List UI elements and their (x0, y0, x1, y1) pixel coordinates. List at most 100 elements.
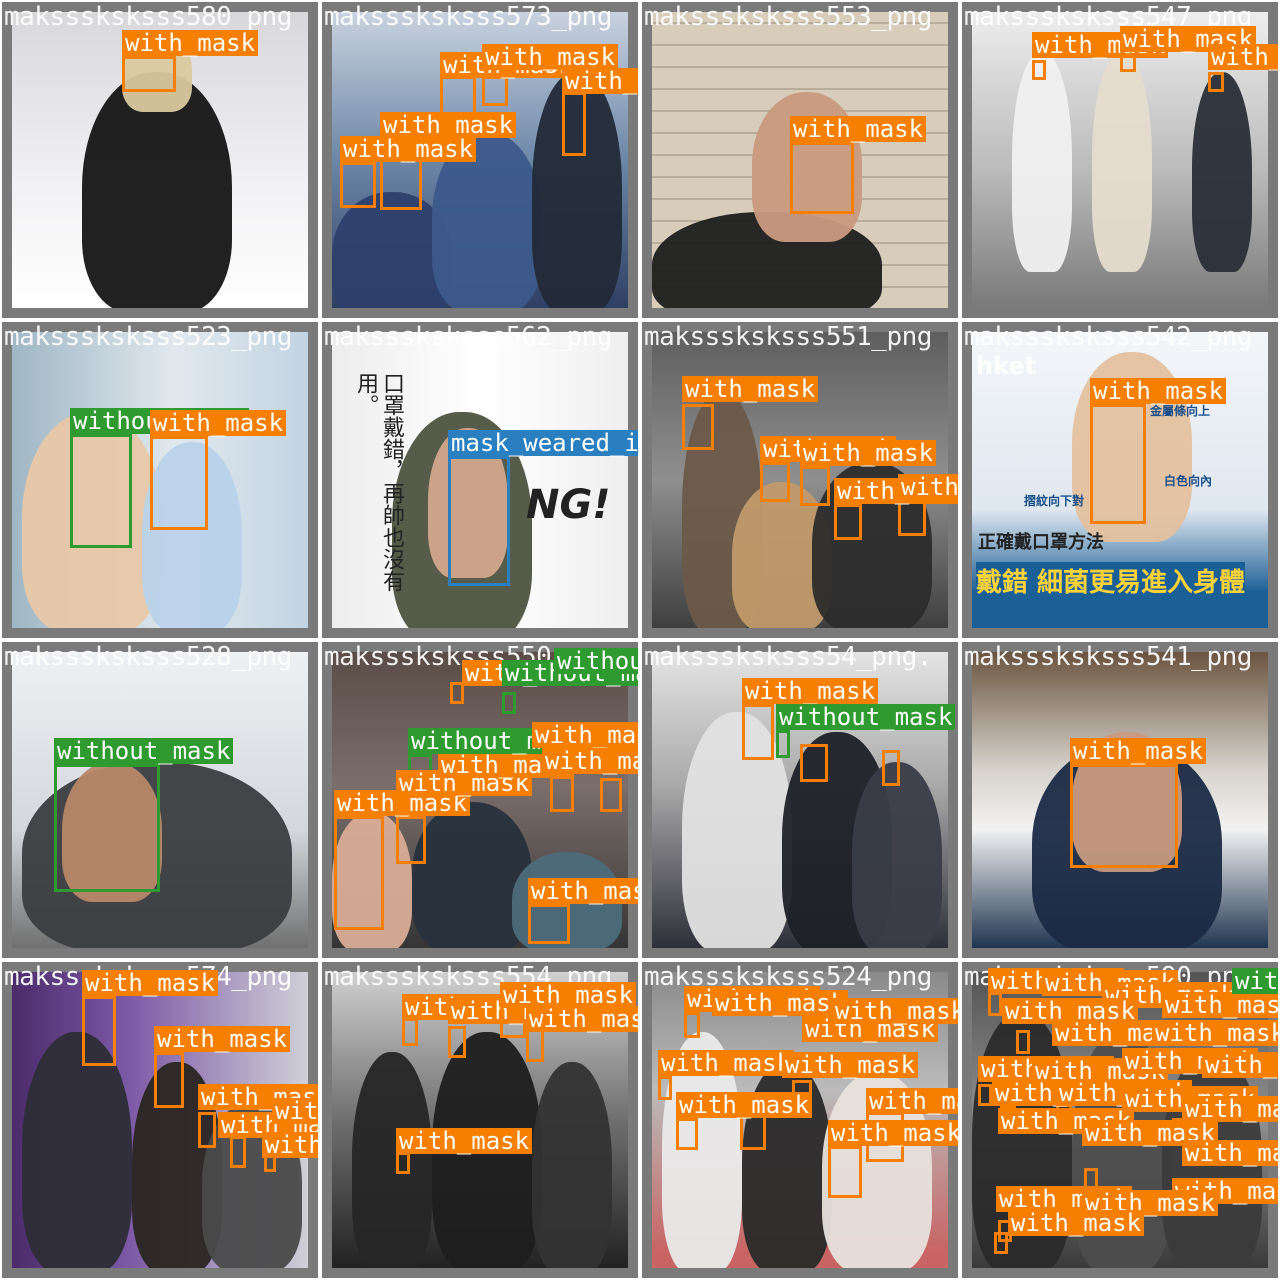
detection-label: without_mask (554, 648, 638, 674)
detection-label: with_mask (1002, 998, 1139, 1024)
detection-box-with-mask (1070, 764, 1178, 868)
tile-filename: maksssksksss54_png. (644, 642, 932, 672)
detection-label: with_mask (150, 410, 287, 436)
tile-filename: maksssksksss541_png (964, 642, 1252, 672)
tile-photo (332, 972, 628, 1268)
overlay-text: 摺紋向下對 (1024, 494, 1085, 508)
tile-photo (652, 972, 948, 1268)
detection-label: mask_weared_incorrect (448, 430, 638, 456)
overlay-text: 正確戴口罩方法 (978, 532, 1104, 553)
detection-label: with_mask (1152, 1020, 1278, 1046)
image-tile: with_maskwith_maskwith_maskwith_maskwith… (960, 960, 1280, 1280)
overlay-text: hket (976, 352, 1037, 380)
detection-box-with-mask (834, 504, 862, 540)
tile-photo (652, 12, 948, 308)
person-silhouette (62, 762, 162, 902)
detection-box-with-mask (198, 1112, 216, 1148)
detection-label: with_mask (1162, 992, 1278, 1018)
person-silhouette (142, 442, 242, 628)
detection-label: with_mask (828, 1120, 958, 1146)
detection-label: with_mask (562, 68, 638, 94)
detection-box-with-mask (122, 56, 176, 92)
detection-box-with-mask (742, 704, 774, 760)
detection-label: with_mask (800, 440, 937, 466)
detection-box-with-mask (154, 1052, 184, 1108)
detection-box-with-mask (882, 750, 900, 786)
detection-box-with-mask (978, 1084, 992, 1106)
detection-box-with-mask (396, 816, 426, 864)
detection-box-mask-weared-incorrect (448, 456, 510, 586)
image-tile: with_maskwith_maskwith_maskwith_maskwith… (320, 0, 640, 320)
image-tile: hket 正確戴口罩方法 戴錯 細菌更易進入身體 金屬條向上 白色向內 摺紋向下對 with… (960, 320, 1280, 640)
image-tile: with_mask maksssksksss553_png (640, 0, 960, 320)
person-silhouette (532, 1062, 612, 1268)
detection-label: with_mask (542, 748, 638, 774)
tile-filename: maksssksksss573_png (324, 2, 612, 32)
detection-label: with_mask (532, 722, 638, 748)
detection-box-with-mask (334, 816, 384, 930)
detection-box-without-mask (70, 434, 132, 548)
detection-label: with_mask (272, 1098, 318, 1124)
detection-label: with_mask (1090, 378, 1227, 404)
detection-box-with-mask (450, 682, 464, 704)
detection-label: with_mask (262, 1132, 318, 1158)
detection-box-with-mask (396, 1152, 410, 1174)
image-tile: with_maskwith_maskwith_maskmaksssksksss5… (960, 0, 1280, 320)
detection-label: with_mask (682, 376, 819, 402)
person-silhouette (532, 72, 622, 308)
detection-label: with_mask (82, 970, 219, 996)
detection-box-with-mask (482, 76, 508, 106)
detection-box-with-mask (800, 744, 828, 782)
detection-box-with-mask (402, 1018, 418, 1046)
detection-box-with-mask (898, 500, 926, 536)
detection-box-with-mask (1208, 72, 1224, 92)
detection-label: with_mask (1208, 44, 1278, 70)
detection-box-without-mask (776, 730, 790, 758)
tile-filename: maksssksksss551_png (644, 322, 932, 352)
detection-label: with_mask (658, 1050, 795, 1076)
detection-label: with_mask (790, 116, 927, 142)
detection-label: with_mask (122, 30, 259, 56)
tile-filename: maksssksksss523_png (4, 322, 292, 352)
tile-photo (12, 332, 308, 628)
detection-box-with-mask (800, 466, 830, 506)
detection-box-with-mask (82, 996, 116, 1066)
detection-box-with-mask (340, 162, 376, 208)
detection-label: with_mask (832, 998, 958, 1024)
tile-filename: maksssksksss562_png (324, 322, 612, 352)
detection-box-with-mask (1090, 404, 1146, 524)
tile-filename: maksssksksss528_png (4, 642, 292, 672)
tile-photo (12, 12, 308, 308)
person-silhouette (22, 412, 162, 628)
detection-box-with-mask (150, 436, 208, 530)
detection-label: with_mask (396, 1128, 533, 1154)
detection-label: with_mask (482, 44, 619, 70)
detection-label: with_mask (676, 1092, 813, 1118)
detection-box-with-mask (550, 776, 574, 812)
detection-box-without-mask (54, 764, 160, 892)
detection-box-without-mask (502, 692, 516, 714)
image-tile: 口罩戴錯，再帥也沒有用。 NG! mask_weared_incorrect maks… (320, 320, 640, 640)
overlay-text: 戴錯 細菌更易進入身體 (976, 562, 1246, 599)
detection-box-with-mask (1032, 60, 1046, 80)
detection-label: with_mask (712, 990, 849, 1016)
vertical-caption: 口罩戴錯，再帥也沒有用。 (353, 372, 404, 592)
detection-box-with-mask (526, 1028, 544, 1062)
image-tile: with_maskwith_maskwith_maskwith_maskwith… (0, 960, 320, 1280)
detection-label: with_mask (1008, 1210, 1145, 1236)
detection-box-with-mask (676, 1118, 698, 1150)
image-tile: with_mask maksssksksss541_png (960, 640, 1280, 960)
detection-box-with-mask (1016, 1030, 1030, 1054)
tile-photo (12, 972, 308, 1268)
detection-label: with_mask (380, 112, 517, 138)
overlay-text: 白色向內 (1164, 474, 1213, 488)
image-tile: with_maskwith_maskwith_maskwith_maskwith… (640, 320, 960, 640)
detection-box-with-mask (230, 1136, 246, 1168)
detection-label: with_mask (742, 678, 879, 704)
detection-box-with-mask (562, 92, 586, 156)
tile-photo (972, 652, 1268, 948)
person-silhouette (1012, 52, 1072, 272)
person-silhouette (1092, 52, 1152, 272)
